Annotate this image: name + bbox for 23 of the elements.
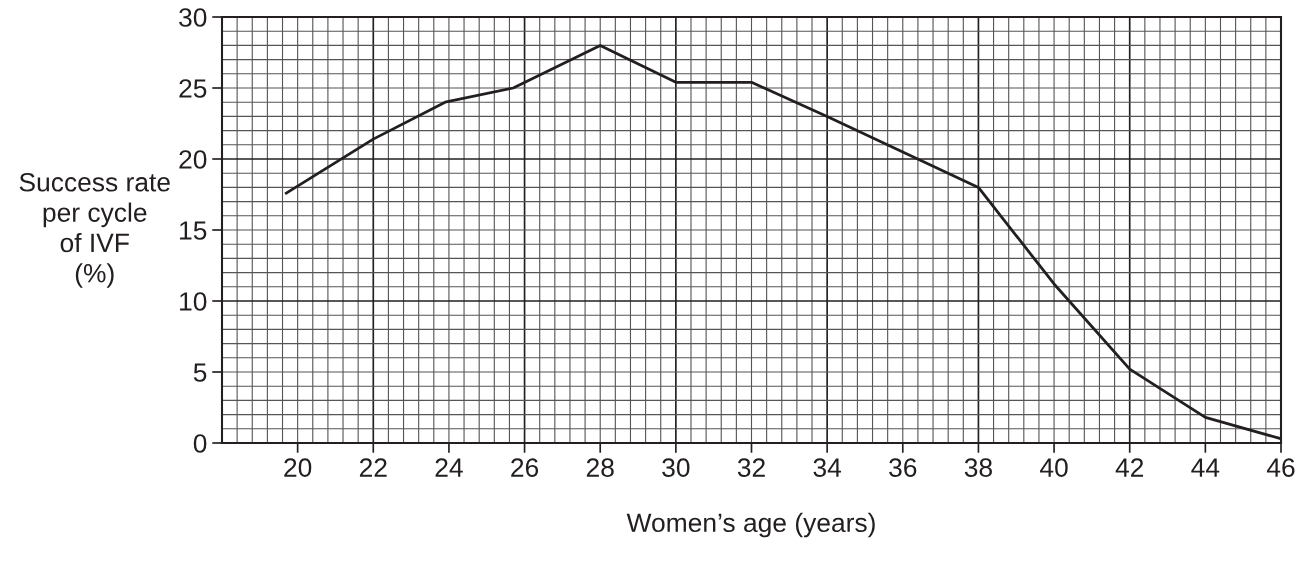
x-tick-label: 28 (586, 458, 614, 477)
y-tick-label: 10 (180, 292, 207, 311)
x-axis-title: Women’s age (years) (626, 512, 875, 538)
x-tick-label: 40 (1040, 458, 1068, 477)
x-tick-label: 30 (662, 458, 690, 477)
x-tick-label: 36 (889, 458, 917, 477)
y-tick-label: 20 (179, 150, 207, 169)
x-tick-label: 46 (1266, 458, 1295, 477)
y-tick-label: 30 (179, 8, 207, 27)
x-tick-label: 44 (1191, 458, 1220, 477)
x-tick-label: 20 (284, 458, 312, 477)
x-tick-label: 26 (511, 458, 539, 477)
y-axis-title: Success rate per cycle of IVF (%) (19, 172, 170, 288)
y-tick-label: 25 (179, 79, 207, 98)
x-tick-label: 42 (1115, 458, 1144, 477)
y-tick-label: 15 (180, 221, 207, 240)
y-tick-label: 5 (193, 363, 207, 382)
x-tick-label: 22 (359, 458, 387, 477)
y-tick-label: 0 (193, 434, 207, 453)
x-tick-label: 38 (964, 458, 992, 477)
x-tick-label: 34 (813, 458, 842, 477)
x-tick-label: 24 (435, 458, 463, 477)
x-tick-label: 32 (737, 458, 765, 477)
